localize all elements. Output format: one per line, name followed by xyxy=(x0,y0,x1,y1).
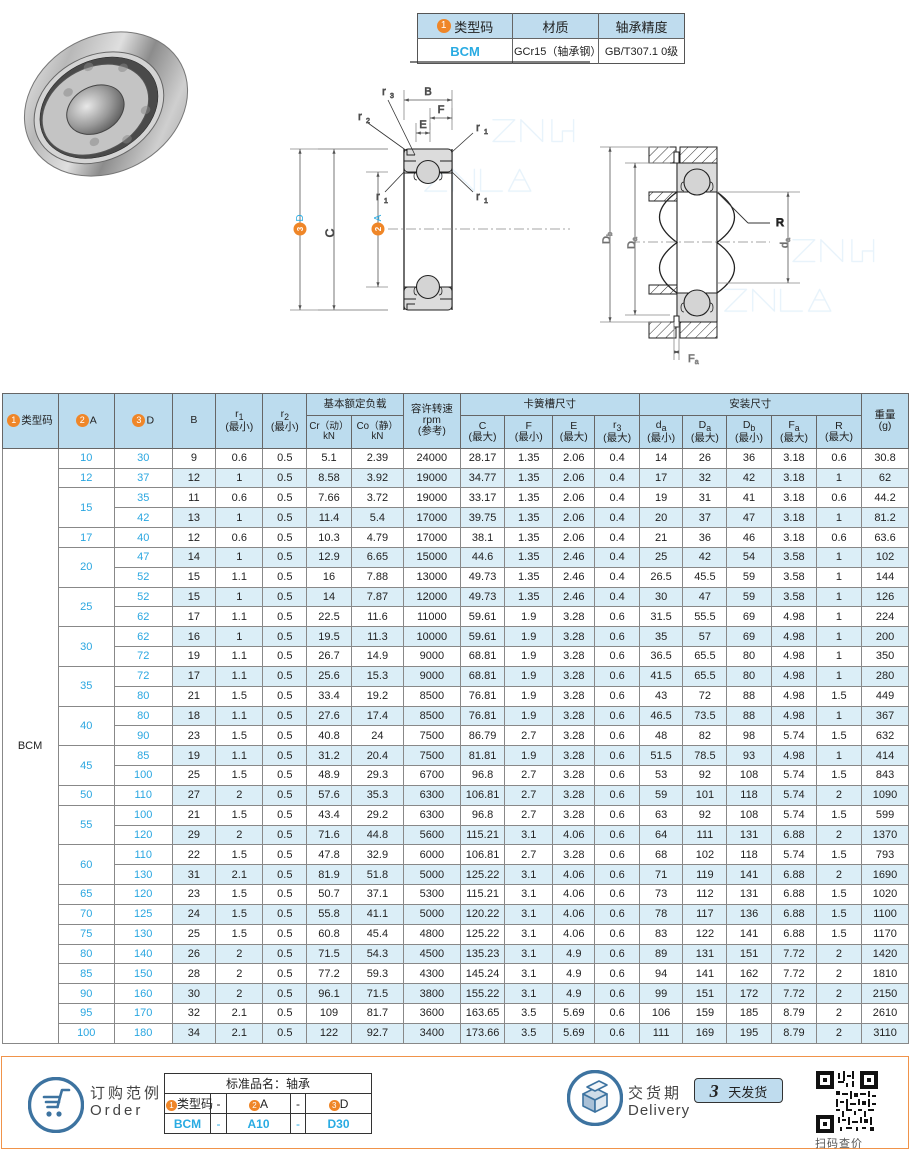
svg-text:1: 1 xyxy=(484,198,488,205)
svg-text:R: R xyxy=(776,217,784,229)
svg-text:3: 3 xyxy=(390,93,394,100)
svg-text:F: F xyxy=(438,104,445,116)
svg-text:r: r xyxy=(476,122,480,134)
svg-text:da: da xyxy=(779,238,792,248)
svg-text:2: 2 xyxy=(366,118,370,125)
svg-text:Fa: Fa xyxy=(688,353,699,366)
svg-text:r: r xyxy=(382,86,386,98)
svg-text:r: r xyxy=(476,191,480,203)
svg-text:Da: Da xyxy=(626,237,639,249)
svg-text:Db: Db xyxy=(601,232,614,244)
svg-text:A: A xyxy=(373,214,384,221)
svg-text:1: 1 xyxy=(384,198,388,205)
svg-text:B: B xyxy=(424,86,431,98)
svg-text:r: r xyxy=(358,111,362,123)
svg-text:C: C xyxy=(323,228,337,237)
svg-text:D: D xyxy=(295,214,306,221)
svg-text:2: 2 xyxy=(374,226,383,231)
svg-text:E: E xyxy=(419,119,426,131)
svg-text:3: 3 xyxy=(296,226,305,231)
svg-text:1: 1 xyxy=(484,129,488,136)
